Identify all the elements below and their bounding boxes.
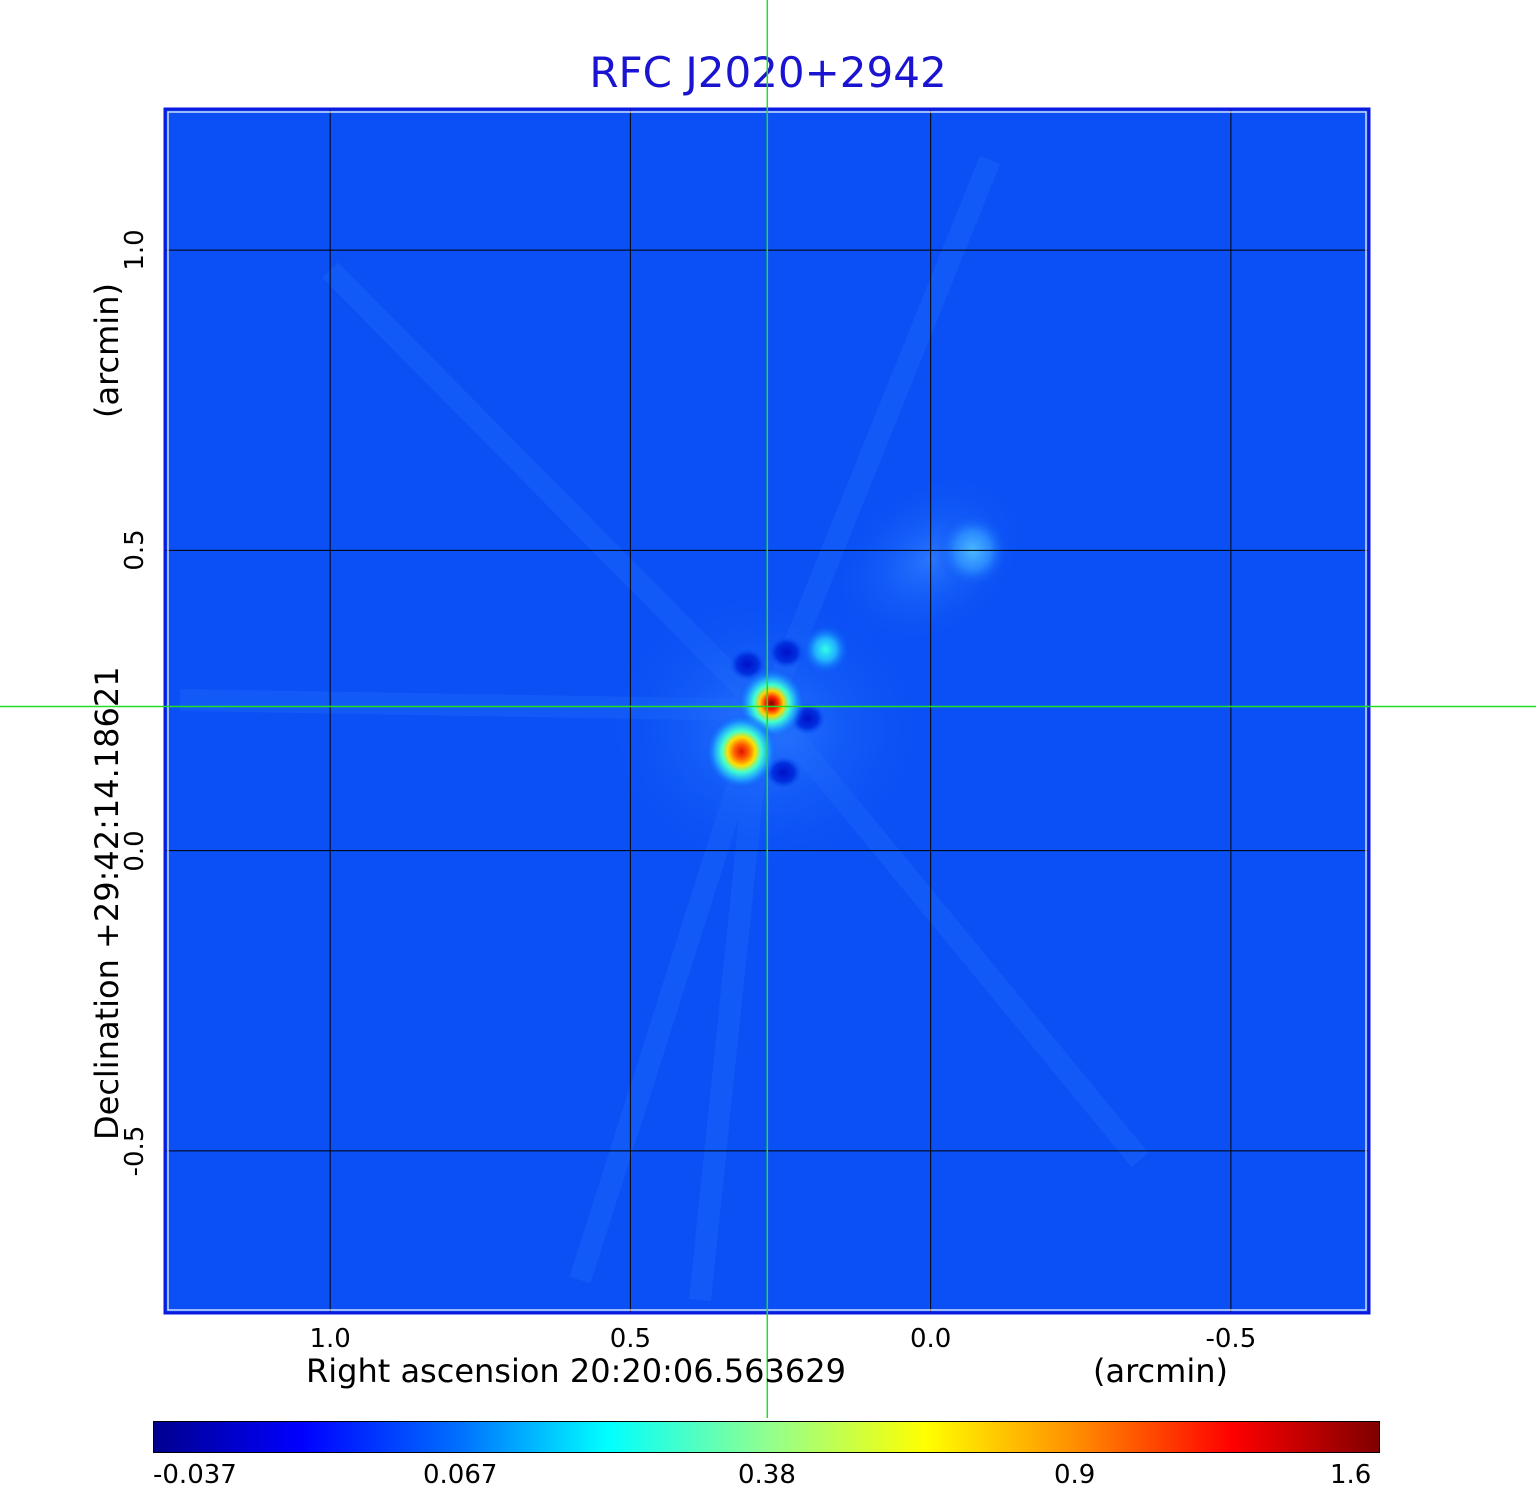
y-axis-label: Declination +29:42:14.18621 bbox=[88, 666, 126, 1140]
negative-patch bbox=[768, 636, 805, 669]
colorbar-tick-label: -0.037 bbox=[153, 1460, 237, 1490]
colorbar-tick-label: 0.9 bbox=[1054, 1460, 1096, 1490]
y-tick-label: 0.5 bbox=[120, 529, 150, 572]
colorbar bbox=[153, 1421, 1380, 1453]
coordinate-grid bbox=[165, 109, 1369, 1313]
colorbar-tick-label: 1.6 bbox=[1330, 1460, 1372, 1490]
colorbar-tick-label: 0.38 bbox=[738, 1460, 796, 1490]
y-tick-label: 1.0 bbox=[120, 229, 150, 271]
colorbar-tick-label: 0.067 bbox=[423, 1460, 498, 1490]
x-tick-label: -0.5 bbox=[1205, 1324, 1257, 1354]
x-axis-unit: (arcmin) bbox=[1093, 1352, 1228, 1390]
x-tick-label: 0.5 bbox=[609, 1324, 652, 1354]
x-tick-label: 0.0 bbox=[909, 1324, 952, 1354]
x-tick-label: 1.0 bbox=[309, 1324, 351, 1354]
radio-source-component bbox=[801, 624, 850, 675]
x-axis-label: Right ascension 20:20:06.563629 bbox=[306, 1352, 846, 1390]
y-axis-unit: (arcmin) bbox=[88, 283, 126, 418]
radio-source-component bbox=[705, 713, 778, 790]
